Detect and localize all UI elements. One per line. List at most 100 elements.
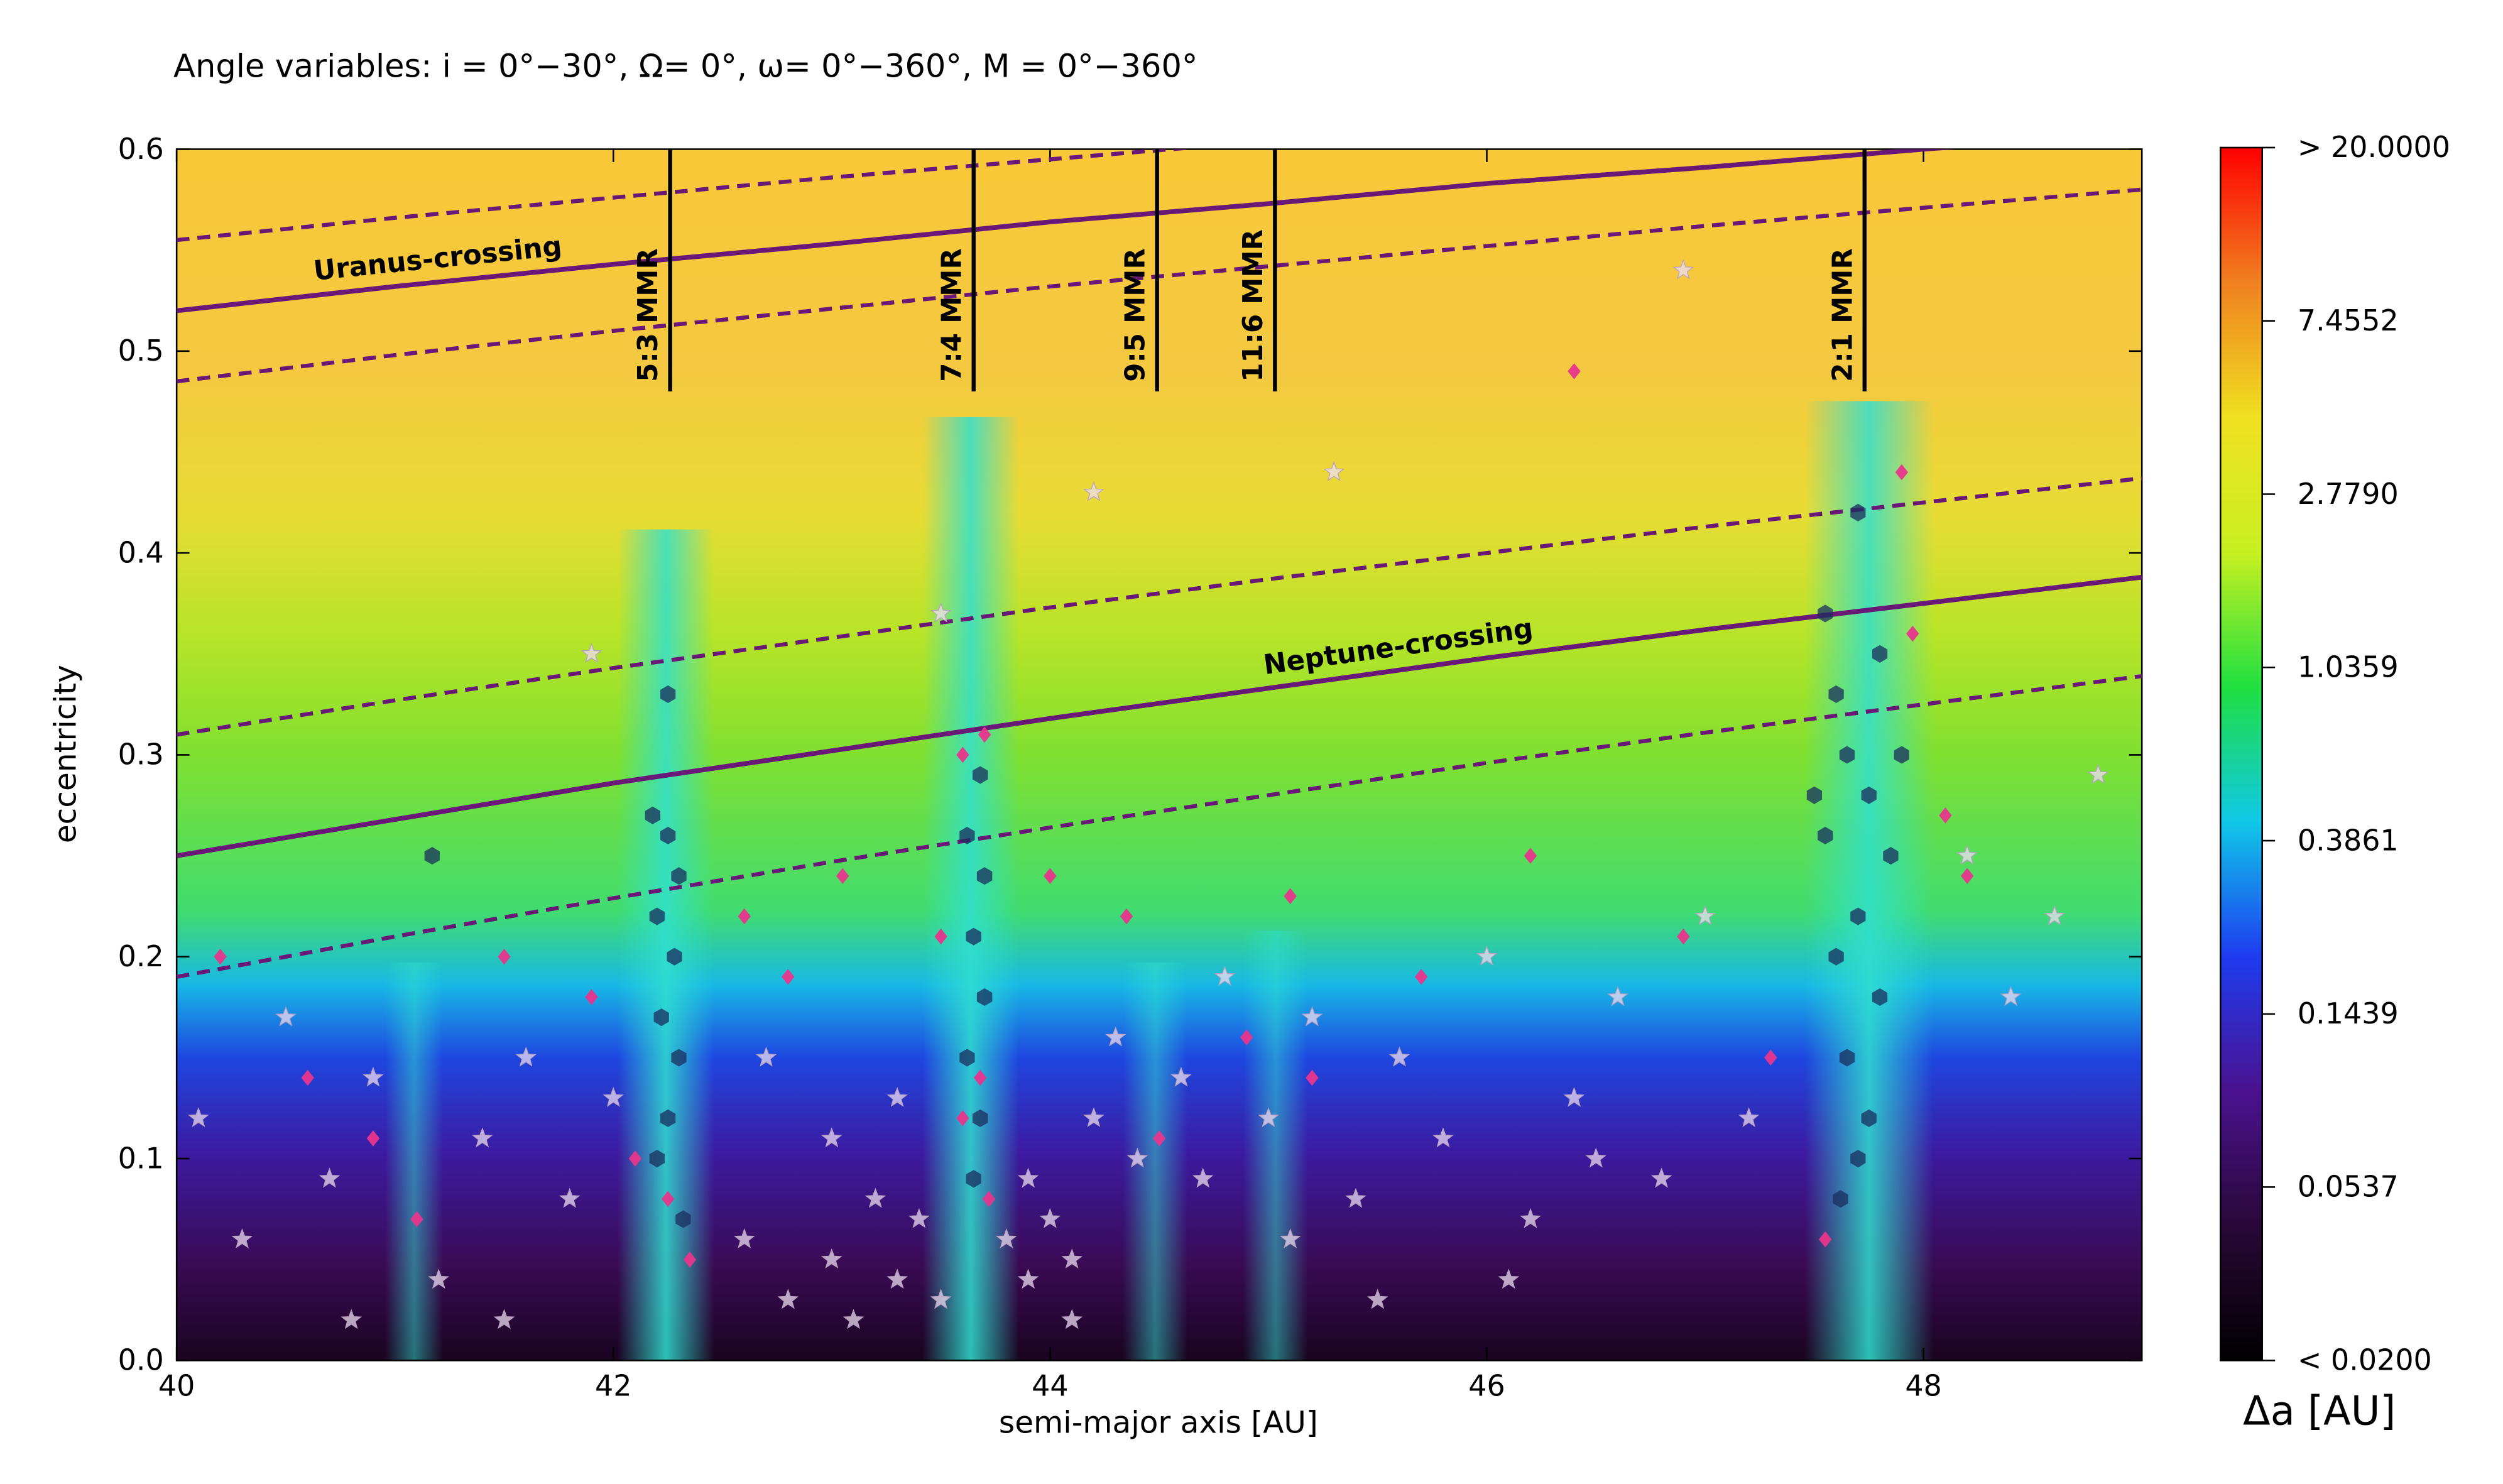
diamond-marker <box>738 908 751 925</box>
hexagon-marker <box>966 1170 981 1188</box>
star-marker <box>341 1309 363 1329</box>
star-marker <box>821 1248 843 1269</box>
star-marker <box>1301 1006 1323 1027</box>
star-marker <box>996 1228 1017 1248</box>
star-marker <box>493 1309 515 1329</box>
star-marker <box>1061 1309 1083 1329</box>
diamond-marker <box>1568 363 1581 379</box>
colorbar-tick-label: 0.0537 <box>2298 1170 2399 1204</box>
hexagon-marker <box>1818 604 1833 623</box>
star-marker <box>908 1208 930 1228</box>
crossing-curve <box>177 149 1196 243</box>
diamond-marker <box>1044 868 1057 884</box>
resonance-label: 5:3 MMR <box>633 248 664 382</box>
y-axis-label: eccentricity <box>48 665 83 843</box>
star-marker <box>559 1187 581 1208</box>
star-marker <box>1017 1268 1039 1289</box>
star-marker <box>777 1289 799 1309</box>
colorbar-tick-label: 1.0359 <box>2298 650 2399 684</box>
diamond-marker <box>782 969 795 985</box>
diamond-marker <box>978 726 991 743</box>
hexagon-marker <box>1818 826 1833 844</box>
x-tick-label: 42 <box>595 1369 631 1403</box>
y-tick-label: 0.5 <box>118 334 164 368</box>
star-marker <box>1345 1187 1366 1208</box>
hexagon-marker <box>976 867 993 885</box>
diamond-marker <box>1764 1049 1777 1066</box>
star-marker <box>1476 946 1498 966</box>
star-marker <box>1607 986 1628 1007</box>
y-tick-label: 0.3 <box>118 738 164 772</box>
hexagon-marker <box>645 806 661 824</box>
star-marker <box>930 1289 952 1309</box>
hexagon-marker <box>1861 1109 1877 1127</box>
x-tick-label: 46 <box>1468 1369 1505 1403</box>
star-marker <box>1498 1268 1520 1289</box>
crossing-curve <box>177 476 2142 737</box>
star-marker <box>1563 1086 1585 1107</box>
star-marker <box>1214 966 1236 986</box>
diamond-marker <box>1120 908 1133 925</box>
star-marker <box>1104 1026 1126 1047</box>
hexagon-marker <box>667 947 682 966</box>
hexagon-marker <box>649 907 665 925</box>
hexagon-marker <box>1806 786 1823 804</box>
diamond-marker <box>1939 807 1952 824</box>
crossing-curve <box>177 149 1956 314</box>
star-marker <box>886 1086 908 1107</box>
hexagon-marker <box>649 1150 665 1168</box>
colorbar-tick-label: < 0.0200 <box>2298 1343 2432 1377</box>
star-marker <box>1520 1208 1541 1228</box>
hexagon-marker <box>1839 746 1855 764</box>
diamond-marker <box>683 1251 697 1268</box>
star-marker <box>1083 481 1104 501</box>
x-tick-label: 44 <box>1032 1369 1068 1403</box>
star-marker <box>886 1268 908 1289</box>
star-marker <box>1258 1107 1279 1128</box>
star-marker <box>864 1187 886 1208</box>
star-marker <box>1170 1066 1192 1087</box>
star-marker <box>1192 1167 1214 1188</box>
heatmap <box>177 149 2142 1361</box>
y-tick-label: 0.4 <box>118 535 164 569</box>
star-marker <box>1083 1107 1104 1128</box>
diamond-marker <box>1895 464 1909 481</box>
diamond-marker <box>956 1110 969 1127</box>
x-tick-label: 48 <box>1905 1369 1941 1403</box>
star-marker <box>1017 1167 1039 1188</box>
hexagon-marker <box>1839 1049 1855 1067</box>
diamond-marker <box>956 746 969 763</box>
star-marker <box>1388 1046 1410 1067</box>
star-marker <box>734 1228 755 1248</box>
star-marker <box>2000 986 2022 1007</box>
resonance-label: 7:4 MMR <box>936 248 968 382</box>
colorbar-tick-label: 2.7790 <box>2298 477 2399 511</box>
star-marker <box>2087 763 2109 784</box>
colorbar-tick-label: 0.1439 <box>2298 996 2399 1030</box>
star-marker <box>188 1107 209 1128</box>
star-marker <box>1061 1248 1083 1269</box>
diamond-marker <box>982 1191 996 1208</box>
diamond-marker <box>1152 1130 1166 1147</box>
diamond-marker <box>1819 1231 1832 1248</box>
diamond-marker <box>1524 848 1537 864</box>
y-tick-label: 0.1 <box>118 1141 164 1175</box>
y-tick-label: 0.6 <box>118 132 164 166</box>
star-marker <box>1694 905 1716 925</box>
diamond-marker <box>410 1211 423 1228</box>
star-marker <box>1432 1127 1454 1148</box>
hexagon-marker <box>1894 746 1909 764</box>
star-marker <box>1323 461 1345 481</box>
crossing-curve <box>177 187 2142 384</box>
star-marker <box>1126 1147 1148 1168</box>
star-marker <box>1956 844 1978 865</box>
star-marker <box>231 1228 253 1248</box>
hexagon-marker <box>675 1210 691 1228</box>
chart-title: Angle variables: i = 0°−30°, Ω= 0°, ω= 0… <box>173 48 1197 85</box>
hexagon-marker <box>972 1109 988 1127</box>
hexagon-marker <box>972 766 988 784</box>
hexagon-marker <box>671 867 687 885</box>
star-marker <box>821 1127 843 1148</box>
star-marker <box>515 1046 537 1067</box>
